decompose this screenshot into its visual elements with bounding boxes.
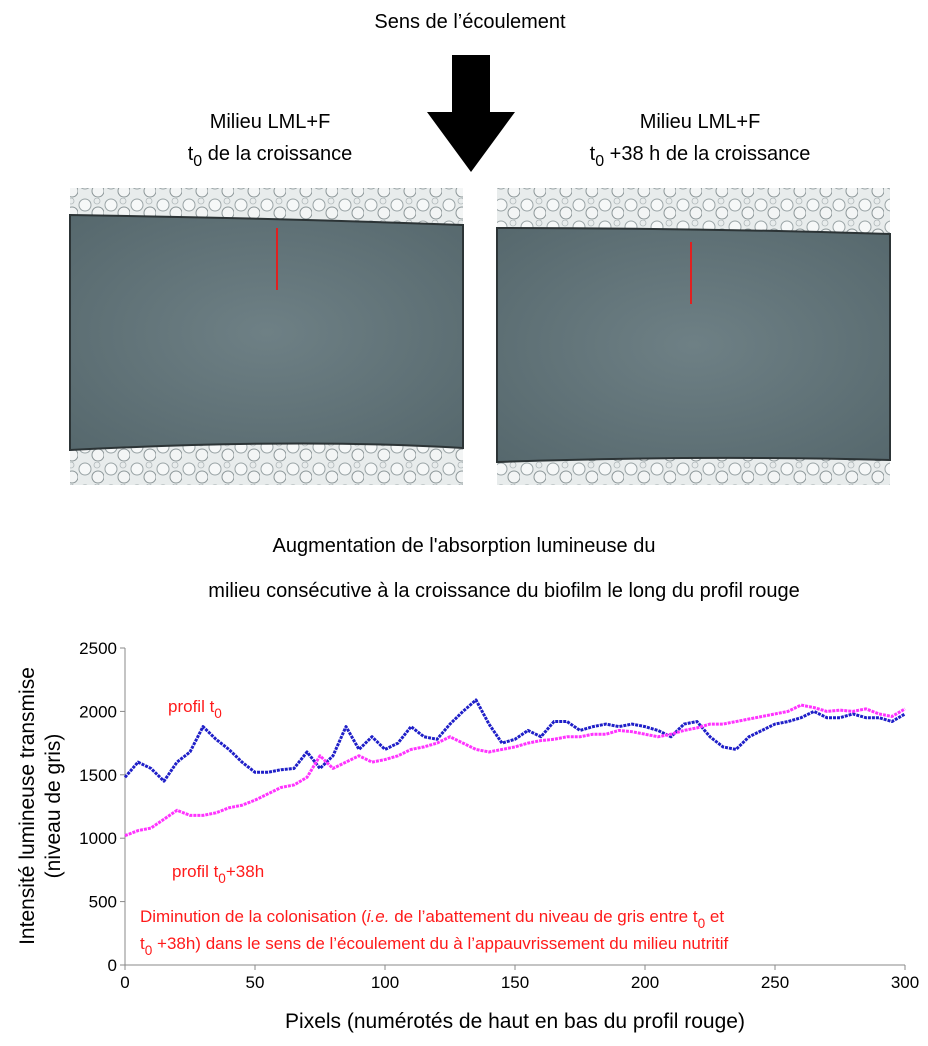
panel-right [496, 188, 891, 485]
text-segment: +38 h de la croissance [604, 143, 810, 165]
text-segment: t [590, 143, 596, 165]
note: t0 +38h) dans le sens de l’écoulement du… [140, 934, 729, 958]
series-line [123, 698, 906, 783]
text-segment: t [140, 934, 145, 953]
y-tick-label: 2500 [79, 639, 117, 658]
text-segment: i.e. [367, 907, 390, 926]
x-axis-label: Pixels (numérotés de haut en bas du prof… [285, 1010, 745, 1033]
text-segment: et [705, 907, 724, 926]
text-segment: t [188, 143, 194, 165]
text-segment: 0 [218, 871, 226, 886]
channel [69, 213, 464, 452]
y-tick-label: 1000 [79, 829, 117, 848]
x-tick-label: 50 [246, 973, 265, 992]
note: Diminution de la colonisation (i.e. de l… [140, 907, 724, 931]
text-segment: de la croissance [202, 143, 352, 165]
x-tick-label: 250 [761, 973, 789, 992]
x-tick-label: 0 [120, 973, 129, 992]
y-tick-label: 500 [89, 893, 117, 912]
flow-arrow [427, 55, 515, 172]
y-tick-label: 0 [108, 956, 117, 975]
x-tick-label: 100 [371, 973, 399, 992]
chart-title: milieu consécutive à la croissance du bi… [208, 580, 799, 602]
text-segment: +38h [226, 862, 264, 881]
y-tick-label: 1500 [79, 766, 117, 785]
text-segment: 0 [145, 943, 153, 958]
y-axis-label: (niveau de gris) [42, 734, 65, 879]
panel-time: t0 +38 h de la croissance [590, 143, 811, 170]
text-segment: 0 [698, 916, 706, 931]
y-tick-label: 2000 [79, 702, 117, 721]
text-segment: +38h) dans le sens de l’écoulement du à … [152, 934, 728, 953]
text-segment: profil t [172, 862, 219, 881]
y-axis-label: Intensité lumineuse transmise [16, 667, 39, 945]
series-line [124, 703, 906, 838]
x-tick-label: 300 [891, 973, 919, 992]
text-segment: Diminution de la colonisation ( [140, 907, 367, 926]
series-annotation: profil t0+38h [172, 862, 264, 886]
panel-left [69, 188, 464, 485]
text-segment: 0 [193, 153, 202, 170]
panel-medium: Milieu LML+F [640, 111, 761, 133]
panel-time: t0 de la croissance [188, 143, 353, 170]
flow-label: Sens de l’écoulement [374, 11, 566, 33]
text-segment: de l’abattement du niveau de gris entre … [389, 907, 697, 926]
channel [496, 226, 891, 464]
text-segment: 0 [214, 706, 222, 721]
chart-title: Augmentation de l'absorption lumineuse d… [273, 535, 656, 557]
x-tick-label: 150 [501, 973, 529, 992]
text-segment: 0 [595, 153, 604, 170]
text-segment: profil t [168, 697, 215, 716]
panel-medium: Milieu LML+F [210, 111, 331, 133]
series-annotation: profil t0 [168, 697, 222, 721]
x-tick-label: 200 [631, 973, 659, 992]
